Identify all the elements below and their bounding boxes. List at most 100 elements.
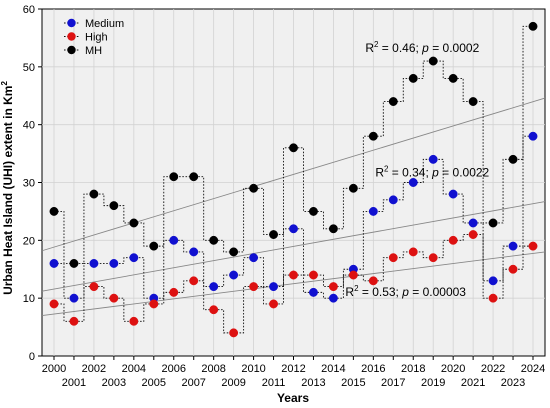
point-high (488, 293, 498, 303)
point-high (229, 328, 239, 338)
point-medium (69, 293, 79, 303)
point-mh (289, 143, 298, 153)
point-mh (69, 259, 79, 268)
legend-marker (67, 18, 76, 28)
point-medium (468, 218, 478, 228)
r2-superscript: 2 (374, 40, 379, 49)
x-tick-label: 2015 (341, 377, 365, 389)
point-medium (269, 282, 278, 292)
point-mh (269, 230, 278, 240)
point-medium (229, 270, 239, 280)
point-mh (229, 247, 239, 257)
point-mh (109, 201, 119, 211)
point-medium (209, 282, 219, 292)
y-tick-label: 0 (29, 351, 35, 363)
legend-marker (67, 32, 76, 41)
r2-symbol: R (365, 41, 374, 55)
point-mh (169, 172, 179, 182)
point-high (468, 230, 478, 240)
point-mh (328, 224, 338, 234)
x-tick-label: 2002 (82, 363, 106, 375)
x-tick-label: 2021 (461, 377, 485, 389)
point-high (428, 253, 438, 263)
point-high (249, 282, 259, 292)
point-high (348, 270, 358, 280)
y-axis-label: Urban Heat Island (UHI) extent in Km2 (0, 81, 15, 295)
y-tick-label: 30 (23, 178, 35, 190)
r2-annotation: R2 = 0.53; p = 0.00003 (345, 284, 466, 299)
point-medium (309, 287, 318, 297)
point-high (69, 316, 79, 326)
point-high (528, 241, 538, 251)
legend-item-medium: Medium (64, 18, 124, 30)
axes: 0 10 20 30 40 50 60 2000 2002 2004 2006 2008 2010 201… (23, 4, 545, 389)
point-medium (488, 276, 498, 286)
point-high (309, 270, 318, 280)
point-mh (348, 183, 358, 193)
x-tick-label: 2008 (201, 363, 225, 375)
y-tick-label: 50 (23, 62, 35, 74)
r2-superscript: 2 (354, 284, 359, 293)
point-medium (249, 253, 259, 263)
point-high (109, 293, 119, 303)
point-mh (368, 131, 378, 141)
point-mh (309, 206, 318, 216)
trend-line-high (41, 251, 546, 316)
point-medium (289, 224, 298, 234)
point-medium (368, 206, 378, 216)
point-high (328, 282, 338, 292)
legend-label: High (85, 32, 108, 44)
point-mh (249, 183, 259, 193)
x-tick-label: 2003 (102, 377, 126, 389)
r2-symbol: R (345, 285, 354, 299)
trend-line-medium (41, 201, 546, 292)
x-tick-label: 2013 (301, 377, 325, 389)
point-high (368, 276, 378, 286)
x-tick-label: 2001 (62, 377, 86, 389)
p-symbol: p (431, 166, 439, 180)
point-mh (488, 218, 498, 228)
point-mh (428, 56, 438, 66)
y-tick-label: 10 (23, 293, 35, 305)
x-tick-label: 2024 (521, 363, 545, 375)
point-high (508, 264, 518, 274)
point-medium (448, 189, 458, 199)
point-medium (189, 247, 199, 257)
point-medium (328, 293, 338, 303)
point-mh (468, 97, 478, 106)
point-high (129, 316, 139, 326)
y-tick-label: 20 (23, 235, 35, 247)
point-medium (129, 253, 139, 263)
trend-lines (41, 97, 546, 316)
point-medium (508, 241, 518, 251)
point-mh (189, 172, 199, 182)
x-tick-label: 2017 (381, 377, 405, 389)
r2-value: = 0.53; (359, 285, 403, 299)
point-mh (89, 189, 99, 199)
p-value: = 0.00003 (409, 285, 466, 299)
p-symbol: p (421, 41, 429, 55)
y-axis-label-text: Urban Heat Island (UHI) extent in Km (1, 86, 15, 295)
r2-value: = 0.46; (378, 41, 422, 55)
legend-item-high: High (64, 32, 108, 44)
point-high (169, 287, 179, 297)
point-mh (149, 241, 159, 251)
r2-value: = 0.34; (388, 166, 432, 180)
point-mh (49, 206, 59, 216)
x-tick-label: 2018 (401, 363, 425, 375)
x-tick-label: 2016 (361, 363, 385, 375)
p-symbol: p (401, 285, 409, 299)
x-tick-label: 2019 (421, 377, 445, 389)
r2-annotation: R2 = 0.46; p = 0.0002 (365, 40, 479, 55)
point-high (289, 270, 298, 280)
point-medium (388, 195, 398, 205)
legend-marker (67, 45, 76, 55)
y-axis-label-superscript: 2 (0, 81, 9, 86)
x-tick-label: 2004 (122, 363, 146, 375)
data-points (49, 21, 538, 338)
point-high (388, 253, 398, 263)
x-tick-label: 2007 (181, 377, 205, 389)
r2-symbol: R (375, 166, 384, 180)
point-high (209, 305, 219, 315)
